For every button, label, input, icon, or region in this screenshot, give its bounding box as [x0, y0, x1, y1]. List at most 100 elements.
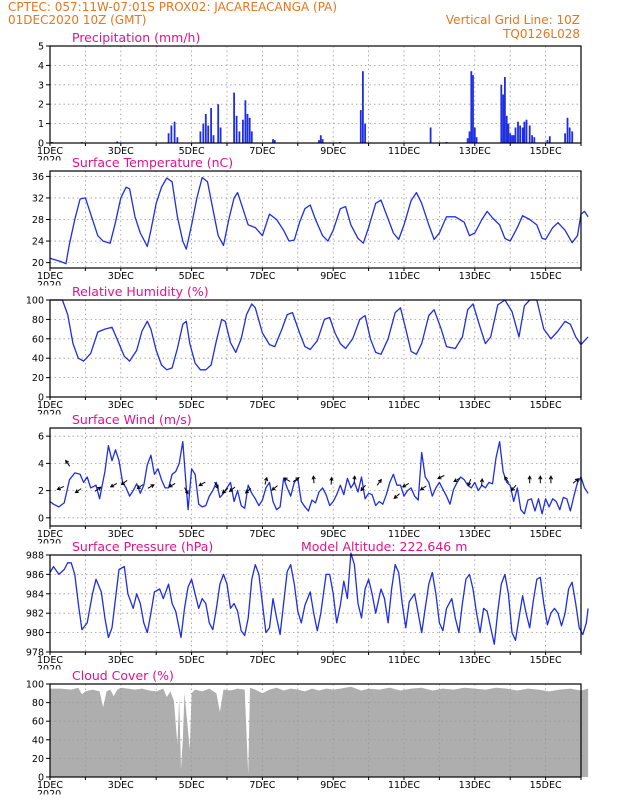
- wind-vector-arrow: [527, 475, 532, 484]
- precip-frame: [49, 45, 582, 144]
- x-tick-label: 9DEC: [320, 780, 346, 791]
- x-tick-label: 15DEC: [530, 780, 562, 791]
- y-tick-label: 36: [32, 172, 44, 183]
- temp-title: Surface Temperature (nC): [72, 155, 233, 170]
- precip-bar: [217, 104, 220, 143]
- x-tick-label: 5DEC: [179, 529, 205, 540]
- x-year-label: 2020: [37, 538, 61, 549]
- y-tick-label: 100: [26, 680, 44, 691]
- y-tick-label: 4: [38, 61, 44, 72]
- grid-note: Vertical Grid Line: 10Z: [445, 13, 580, 27]
- precip-bar: [519, 125, 521, 143]
- x-tick-label: 9DEC: [320, 271, 346, 282]
- x-tick-label: 5DEC: [179, 146, 205, 157]
- wind-vector-arrow: [214, 481, 219, 490]
- precip-bar: [531, 135, 533, 143]
- precip-bar: [568, 127, 571, 143]
- y-tick-label: 978: [26, 648, 44, 659]
- precip-bar: [167, 133, 170, 143]
- precip-bar: [272, 139, 274, 143]
- wind-vector-arrow: [352, 475, 357, 484]
- pres-frame: [49, 554, 582, 653]
- y-tick-label: 2: [38, 100, 44, 111]
- x-tick-label: 15DEC: [530, 400, 562, 411]
- x-year-label: 2020: [37, 155, 61, 166]
- y-tick-label: 6: [38, 432, 44, 443]
- wind-vector-arrow: [244, 488, 252, 494]
- chart-code: TQ0126L028: [503, 27, 580, 41]
- precip-bar: [571, 131, 574, 143]
- header-line2: 01DEC2020 10Z (GMT): [8, 13, 147, 27]
- precip-bar: [199, 131, 202, 143]
- pres-line: [49, 552, 589, 645]
- y-tick-label: 982: [26, 609, 44, 620]
- wind-vector-arrow: [360, 484, 366, 492]
- x-tick-label: 15DEC: [530, 529, 562, 540]
- x-tick-label: 15DEC: [530, 271, 562, 282]
- precip-bar: [246, 113, 249, 143]
- wind-vector-arrow: [510, 484, 517, 492]
- precip-bar: [170, 125, 173, 143]
- wind-vector-arrow: [109, 482, 118, 488]
- header-line1: CPTEC: 057:11W-07:01S PROX02: JACAREACAN…: [8, 0, 338, 14]
- wind-vector-arrow: [311, 475, 316, 484]
- precip-bar: [470, 71, 473, 143]
- y-tick-label: 80: [32, 698, 44, 709]
- y-tick-label: 40: [32, 354, 44, 365]
- x-tick-label: 5DEC: [179, 400, 205, 411]
- wind-vector-arrow: [283, 477, 291, 482]
- precip-bar: [233, 92, 235, 143]
- wind-vector-arrow: [479, 477, 485, 486]
- x-tick-label: 1DEC: [37, 271, 63, 282]
- precip-bar: [242, 119, 244, 143]
- x-tick-label: 7DEC: [249, 529, 275, 540]
- wind-vector-arrow: [184, 487, 189, 495]
- precip-bar: [364, 123, 366, 143]
- x-tick-label: 11DEC: [388, 780, 420, 791]
- precip-bar: [517, 121, 519, 143]
- precip-bar: [116, 141, 119, 143]
- y-tick-label: 100: [26, 296, 44, 307]
- x-year-label: 2020: [37, 280, 61, 291]
- precip-bar: [505, 115, 508, 143]
- x-tick-label: 9DEC: [320, 655, 346, 666]
- y-tick-label: 988: [26, 551, 44, 562]
- precip-bar: [204, 113, 207, 143]
- y-tick-label: 3: [38, 80, 44, 91]
- x-tick-label: 3DEC: [108, 271, 134, 282]
- x-tick-label: 7DEC: [249, 271, 275, 282]
- precip-panel: 0 1 2 3 4 5 1DEC 3DEC 5DEC 7DEC 9DEC 11DEC 13DEC 15DE…: [37, 30, 582, 166]
- x-tick-label: 7DEC: [249, 146, 275, 157]
- precip-bar: [514, 127, 517, 143]
- precip-bar: [475, 137, 478, 143]
- precip-bar: [319, 135, 322, 143]
- y-tick-label: 80: [32, 315, 44, 326]
- pres-panel: 978 980 982 984 986 988 1DEC 3DEC 5DEC 7DEC 9DEC 11…: [26, 539, 589, 675]
- y-tick-label: 986: [26, 570, 44, 581]
- x-tick-label: 5DEC: [179, 271, 205, 282]
- wind-vector-arrow: [292, 477, 300, 483]
- y-tick-label: 0: [38, 773, 44, 784]
- wind-vector-arrow: [572, 478, 580, 484]
- x-tick-label: 5DEC: [179, 655, 205, 666]
- precip-bar: [473, 127, 476, 143]
- precip-bar: [273, 140, 276, 143]
- x-tick-label: 9DEC: [320, 529, 346, 540]
- x-tick-label: 11DEC: [388, 271, 420, 282]
- precip-bar: [511, 135, 513, 143]
- precip-bar: [466, 138, 469, 143]
- precip-bar: [207, 125, 210, 143]
- y-tick-label: 1: [38, 119, 44, 130]
- x-tick-label: 3DEC: [108, 400, 134, 411]
- y-tick-label: 40: [32, 735, 44, 746]
- precip-bar: [525, 119, 528, 143]
- x-tick-label: 11DEC: [388, 146, 420, 157]
- precip-bar: [564, 133, 566, 143]
- y-tick-label: 980: [26, 628, 44, 639]
- precip-bar: [244, 100, 247, 143]
- x-tick-label: 7DEC: [249, 780, 275, 791]
- x-tick-label: 13DEC: [459, 271, 491, 282]
- cloud-title: Cloud Cover (%): [72, 668, 174, 683]
- precip-bar: [219, 127, 222, 143]
